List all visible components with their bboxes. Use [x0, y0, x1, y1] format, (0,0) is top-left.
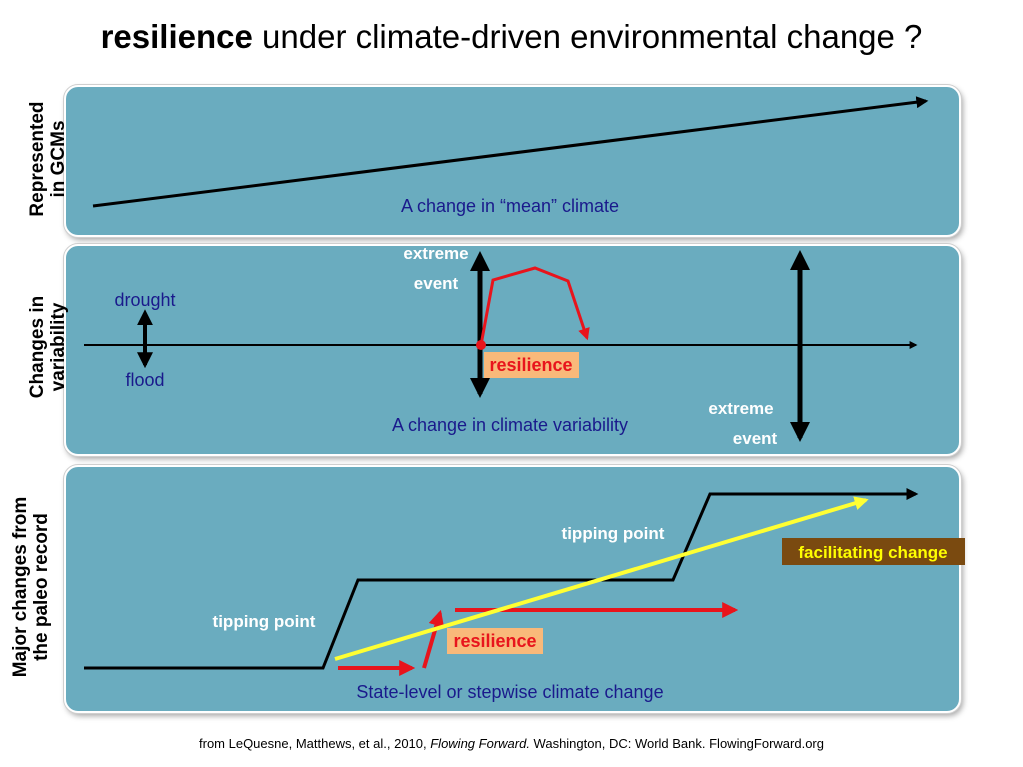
extreme-bottom-line1: extreme	[708, 399, 773, 418]
title-rest: under climate-driven environmental chang…	[252, 18, 923, 55]
footer-prefix: from LeQuesne, Matthews, et al., 2010,	[199, 736, 431, 751]
facilitating-badge	[782, 538, 965, 565]
title-bold: resilience	[100, 18, 253, 55]
mean-climate-arrow	[92, 96, 929, 208]
facilitating-change-arrow	[334, 496, 869, 661]
resilience-label-2: resilience	[489, 355, 572, 375]
facilitating-label: facilitating change	[798, 543, 947, 562]
extreme-top-line1: extreme	[403, 244, 468, 263]
resilience-badge-3	[447, 628, 543, 654]
panel-paleo	[64, 465, 961, 713]
panel-variability	[64, 244, 961, 456]
extreme-top-line2: event	[414, 274, 459, 293]
red-arrow-rise	[422, 609, 445, 669]
flood-label: flood	[125, 370, 164, 390]
resilience-curve	[479, 266, 590, 346]
resilience-point	[476, 340, 486, 350]
extreme-bottom-line2: event	[733, 429, 778, 448]
panel-mean-climate	[64, 85, 961, 237]
tipping-point-label-1: tipping point	[213, 612, 316, 631]
stepwise-line	[84, 488, 919, 670]
drought-label: drought	[114, 290, 175, 310]
source-footer: from LeQuesne, Matthews, et al., 2010, F…	[0, 736, 1023, 751]
panel1-caption: A change in “mean” climate	[401, 196, 619, 216]
footer-suffix: Washington, DC: World Bank. FlowingForwa…	[529, 736, 824, 751]
panel3-caption: State-level or stepwise climate change	[356, 682, 663, 702]
footer-italic: Flowing Forward.	[430, 736, 530, 751]
resilience-label-3: resilience	[453, 631, 536, 651]
page-title: resilience under climate-driven environm…	[0, 18, 1023, 56]
resilience-badge-2	[484, 352, 579, 378]
panel2-caption: A change in climate variability	[392, 415, 628, 435]
tipping-point-label-2: tipping point	[562, 524, 665, 543]
